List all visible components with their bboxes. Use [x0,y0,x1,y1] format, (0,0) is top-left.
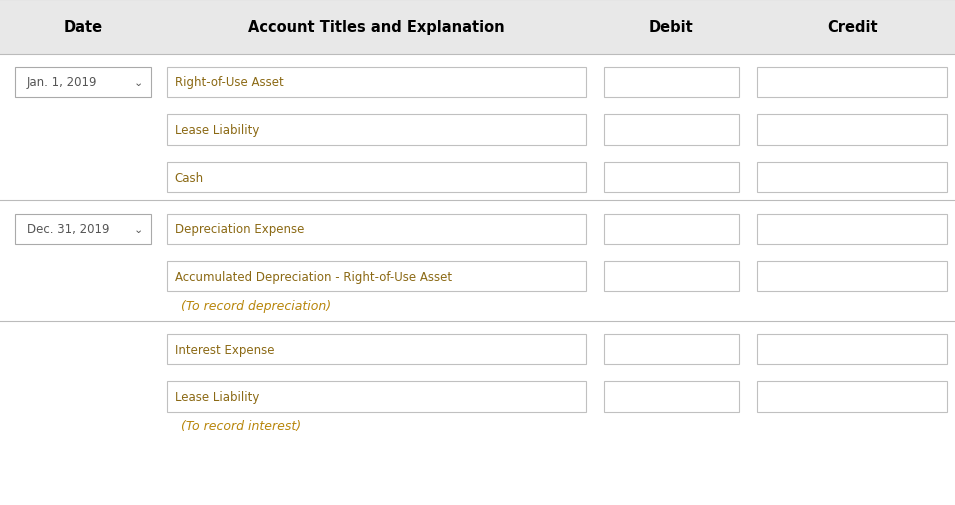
FancyBboxPatch shape [604,262,739,292]
Text: ⌄: ⌄ [134,78,143,88]
Text: Jan. 1, 2019: Jan. 1, 2019 [27,76,97,89]
Text: Right-of-Use Asset: Right-of-Use Asset [175,76,284,89]
FancyBboxPatch shape [757,163,947,193]
Text: Interest Expense: Interest Expense [175,343,274,356]
FancyBboxPatch shape [757,382,947,412]
Text: Accumulated Depreciation - Right-of-Use Asset: Accumulated Depreciation - Right-of-Use … [175,270,452,283]
FancyBboxPatch shape [604,334,739,365]
FancyBboxPatch shape [604,382,739,412]
FancyBboxPatch shape [167,163,586,193]
FancyBboxPatch shape [757,214,947,244]
FancyBboxPatch shape [167,382,586,412]
Text: Credit: Credit [827,20,878,35]
FancyBboxPatch shape [15,214,151,244]
FancyBboxPatch shape [604,214,739,244]
FancyBboxPatch shape [167,214,586,244]
Text: Lease Liability: Lease Liability [175,390,259,403]
FancyBboxPatch shape [757,334,947,365]
FancyBboxPatch shape [15,68,151,98]
FancyBboxPatch shape [757,262,947,292]
FancyBboxPatch shape [167,334,586,365]
FancyBboxPatch shape [604,163,739,193]
Text: Lease Liability: Lease Liability [175,124,259,137]
FancyBboxPatch shape [167,262,586,292]
Text: Account Titles and Explanation: Account Titles and Explanation [248,20,505,35]
FancyBboxPatch shape [0,0,955,55]
Text: ⌄: ⌄ [134,224,143,234]
FancyBboxPatch shape [167,115,586,145]
Text: Cash: Cash [175,171,203,184]
Text: Debit: Debit [649,20,693,35]
FancyBboxPatch shape [757,68,947,98]
FancyBboxPatch shape [604,115,739,145]
Text: Depreciation Expense: Depreciation Expense [175,223,304,236]
Text: (To record depreciation): (To record depreciation) [181,299,331,312]
Text: Dec. 31, 2019: Dec. 31, 2019 [27,223,109,236]
Text: (To record interest): (To record interest) [181,420,302,432]
FancyBboxPatch shape [757,115,947,145]
Text: Date: Date [64,20,102,35]
FancyBboxPatch shape [167,68,586,98]
FancyBboxPatch shape [604,68,739,98]
